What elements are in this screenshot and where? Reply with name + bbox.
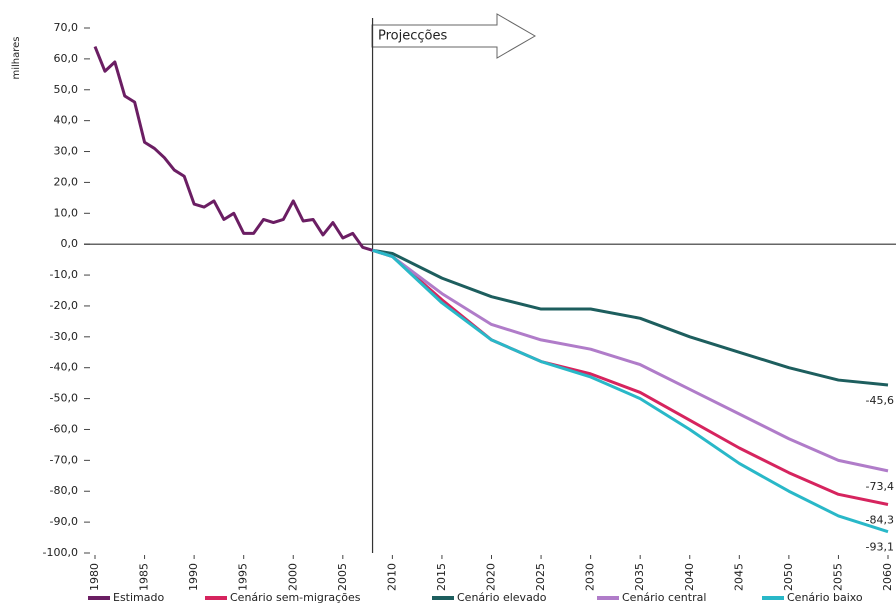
y-tick-label: 70,0 bbox=[54, 21, 79, 34]
y-tick-label: -50,0 bbox=[50, 392, 78, 405]
x-tick-label: 2005 bbox=[336, 563, 349, 591]
value-label: -45,6 bbox=[866, 394, 894, 407]
series-line bbox=[372, 248, 889, 473]
y-tick-label: 30,0 bbox=[54, 145, 79, 158]
x-tick-label: 1995 bbox=[237, 563, 250, 591]
legend-label: Cenário sem-migrações bbox=[230, 591, 361, 604]
y-tick-label: -100,0 bbox=[43, 546, 78, 559]
y-tick-label: 20,0 bbox=[54, 175, 79, 188]
y-tick-label: -90,0 bbox=[50, 515, 78, 528]
x-tick-label: 2020 bbox=[485, 563, 498, 591]
series-line bbox=[372, 248, 889, 387]
annotation: Projecções bbox=[378, 29, 447, 44]
x-tick-label: 2040 bbox=[683, 563, 696, 591]
y-tick-label: -10,0 bbox=[50, 268, 78, 281]
x-tick-label: 2000 bbox=[286, 563, 299, 591]
series-line bbox=[93, 45, 373, 252]
y-tick-label: 40,0 bbox=[54, 114, 79, 127]
series-line bbox=[372, 248, 889, 534]
value-label: -93,1 bbox=[866, 541, 894, 554]
legend-label: Cenário elevado bbox=[457, 591, 547, 604]
x-tick-label: 2015 bbox=[435, 563, 448, 591]
y-tick-label: -30,0 bbox=[50, 330, 78, 343]
legend-label: Cenário central bbox=[622, 591, 706, 604]
value-label: -84,3 bbox=[866, 514, 894, 527]
x-tick-label: 1990 bbox=[187, 563, 200, 591]
x-tick-label: 1980 bbox=[88, 563, 101, 591]
legend-label: Cenário baixo bbox=[787, 591, 863, 604]
x-tick-label: 2030 bbox=[584, 563, 597, 591]
x-tick-label: 2050 bbox=[782, 563, 795, 591]
y-tick-label: -70,0 bbox=[50, 453, 78, 466]
y-tick-label: -20,0 bbox=[50, 299, 78, 312]
x-tick-label: 2055 bbox=[831, 563, 844, 591]
y-tick-label: 60,0 bbox=[54, 52, 79, 65]
y-tick-label: -80,0 bbox=[50, 484, 78, 497]
y-tick-label: -40,0 bbox=[50, 361, 78, 374]
x-tick-label: 1985 bbox=[138, 563, 151, 591]
x-tick-label: 2010 bbox=[385, 563, 398, 591]
series-line bbox=[372, 248, 889, 506]
y-tick-label: 10,0 bbox=[54, 206, 79, 219]
y-tick-label: -60,0 bbox=[50, 422, 78, 435]
y-tick-label: 50,0 bbox=[54, 83, 79, 96]
x-tick-label: 2035 bbox=[633, 563, 646, 591]
y-axis-label: milhares bbox=[11, 36, 22, 79]
value-label: -73,4 bbox=[866, 480, 894, 493]
x-tick-label: 2025 bbox=[534, 563, 547, 591]
projection-arrow bbox=[371, 13, 536, 59]
legend-label: Estimado bbox=[113, 591, 164, 604]
x-tick-label: 2060 bbox=[881, 563, 894, 591]
x-tick-label: 2045 bbox=[732, 563, 745, 591]
y-tick-label: 0,0 bbox=[61, 237, 79, 250]
